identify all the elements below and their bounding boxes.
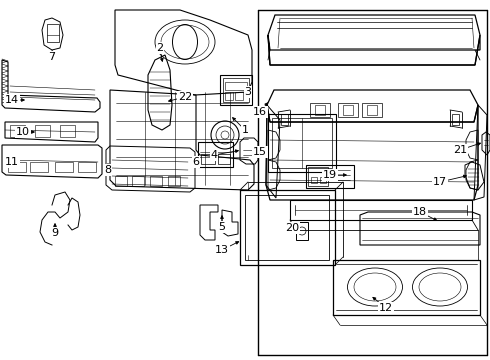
Text: 12: 12	[379, 303, 393, 313]
Bar	[55, 162, 73, 172]
Bar	[225, 92, 233, 100]
Bar	[8, 162, 26, 172]
Bar	[223, 78, 249, 102]
Bar	[452, 114, 459, 125]
Bar	[268, 114, 336, 172]
Text: 11: 11	[5, 157, 19, 167]
Text: 5: 5	[219, 222, 225, 232]
Bar	[310, 103, 330, 117]
Text: 22: 22	[178, 92, 192, 102]
Bar	[343, 105, 353, 115]
Text: 7: 7	[49, 52, 55, 62]
Bar	[47, 24, 59, 42]
Bar	[315, 105, 325, 115]
Bar	[35, 125, 50, 137]
Bar	[235, 92, 243, 100]
Bar	[168, 176, 180, 186]
Text: 16: 16	[253, 107, 267, 117]
Text: 19: 19	[323, 170, 337, 180]
Text: 14: 14	[5, 95, 19, 105]
Text: 10: 10	[16, 127, 30, 137]
Bar	[320, 177, 326, 183]
Bar	[338, 103, 358, 117]
Bar	[132, 176, 144, 186]
Bar	[362, 103, 382, 117]
Bar	[308, 167, 328, 186]
Text: 13: 13	[215, 245, 229, 255]
Bar	[367, 105, 377, 115]
Bar	[281, 114, 288, 125]
Bar	[272, 118, 332, 168]
Text: 17: 17	[433, 177, 447, 187]
Bar	[296, 222, 308, 240]
Bar	[201, 154, 215, 164]
Bar	[311, 177, 317, 183]
Text: 1: 1	[242, 125, 248, 135]
Text: 3: 3	[245, 87, 251, 97]
Text: 4: 4	[210, 150, 218, 160]
Bar	[78, 162, 96, 172]
Bar	[198, 142, 233, 167]
Bar	[10, 125, 25, 137]
Bar	[115, 176, 127, 186]
Text: 9: 9	[51, 228, 59, 238]
Bar	[218, 154, 230, 164]
Text: 8: 8	[104, 165, 112, 175]
Text: 15: 15	[253, 147, 267, 157]
Text: 20: 20	[285, 223, 299, 233]
Text: 21: 21	[453, 145, 467, 155]
Text: 6: 6	[193, 157, 199, 167]
Text: 2: 2	[156, 43, 164, 53]
Bar	[150, 176, 162, 186]
Bar	[245, 195, 329, 260]
Bar	[225, 82, 247, 90]
Bar	[60, 125, 75, 137]
Bar	[30, 162, 48, 172]
Text: 18: 18	[413, 207, 427, 217]
